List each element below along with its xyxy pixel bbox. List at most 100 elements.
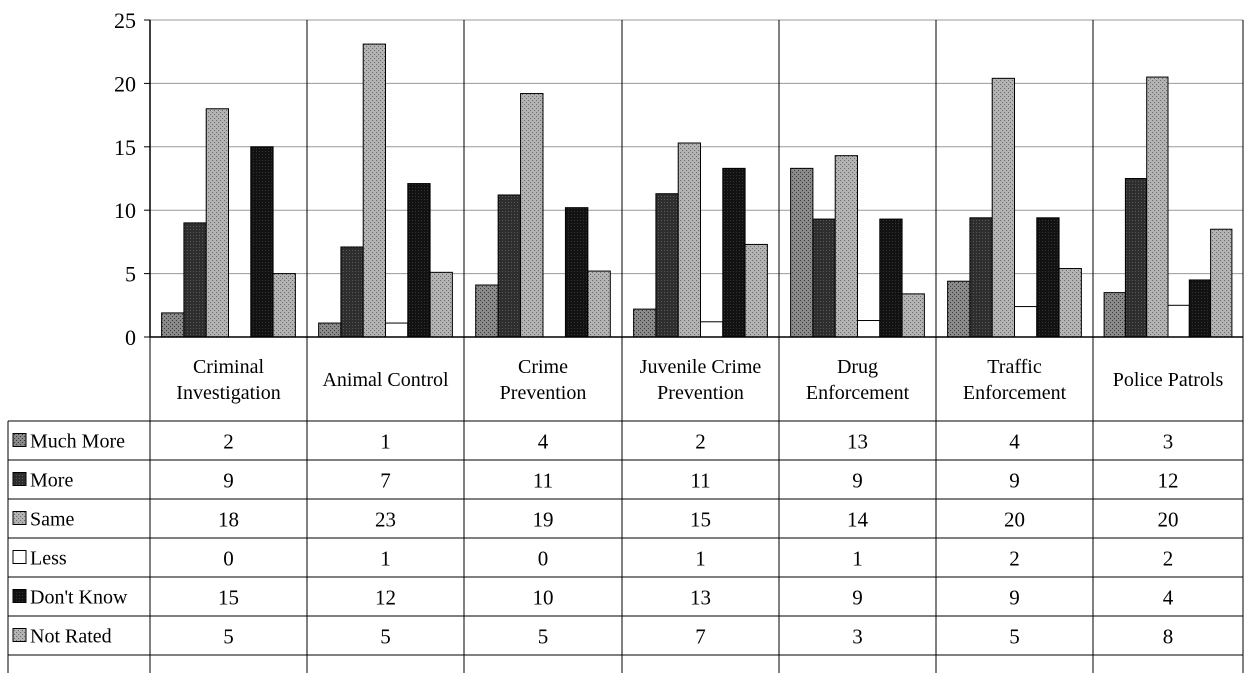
legend-label: Much More	[30, 431, 125, 453]
y-tick-label: 15	[114, 135, 136, 160]
bar-more	[340, 246, 364, 338]
table-cell-value: 1	[852, 547, 863, 571]
legend-key-more	[12, 472, 27, 486]
bar-much-more	[1103, 292, 1126, 338]
table-cell-value: 4	[538, 430, 549, 454]
legend-label: Same	[30, 509, 75, 531]
bar-not-rated	[272, 273, 296, 338]
legend-label: Don't Know	[30, 587, 128, 609]
table-cell-value: 12	[375, 586, 396, 610]
table-cell-value: 12	[1158, 469, 1179, 493]
table-cell-value: 11	[690, 469, 710, 493]
bar-not-rated	[587, 270, 611, 338]
table-cell-value: 20	[1158, 508, 1179, 532]
table-cell-value: 2	[223, 430, 234, 454]
bar-not-rated	[1210, 228, 1233, 338]
table-cell-value: 2	[695, 430, 706, 454]
table-cell-value: 1	[380, 430, 391, 454]
bar-not-rated	[429, 271, 453, 338]
category-label: Enforcement	[806, 382, 910, 404]
bar-don-t-know	[250, 146, 274, 338]
y-tick-label: 25	[114, 8, 136, 33]
bar-don-t-know	[564, 207, 589, 338]
category-label: Enforcement	[963, 382, 1067, 404]
category-label: Traffic	[987, 356, 1042, 378]
table-cell-value: 7	[695, 625, 706, 649]
bar-don-t-know	[1188, 279, 1212, 338]
table-cell-value: 7	[380, 469, 391, 493]
bar-not-rated	[901, 293, 925, 338]
bar-less	[857, 320, 881, 338]
bar-much-more	[790, 167, 814, 338]
table-cell-value: 20	[1004, 508, 1025, 532]
bar-much-more	[475, 284, 499, 338]
bar-less	[700, 321, 724, 338]
legend-key-less	[12, 550, 27, 564]
table-cell-value: 14	[847, 508, 869, 532]
category-label: Prevention	[657, 382, 744, 404]
category-label: Criminal	[193, 356, 265, 378]
table-cell-value: 1	[695, 547, 706, 571]
legend-key-not-rated	[12, 628, 27, 642]
bar-less	[385, 322, 409, 338]
bar-same	[520, 93, 544, 338]
category-label: Drug	[837, 356, 878, 378]
legend-key-don-t-know	[12, 589, 27, 603]
bar-much-more	[947, 280, 971, 338]
bar-don-t-know	[722, 167, 746, 338]
table-cell-value: 2	[1009, 547, 1020, 571]
legend-label: Not Rated	[30, 626, 112, 648]
table-cell-value: 23	[375, 508, 396, 532]
bar-same	[205, 108, 229, 338]
category-label: Animal Control	[322, 369, 449, 391]
bar-don-t-know	[1036, 217, 1060, 338]
bar-not-rated	[1058, 268, 1082, 338]
bar-more	[183, 222, 207, 338]
table-cell-value: 3	[1163, 430, 1174, 454]
table-cell-value: 3	[852, 625, 863, 649]
y-tick-label: 10	[114, 198, 136, 223]
table-cell-value: 0	[538, 547, 549, 571]
bar-same	[991, 77, 1015, 338]
y-tick-label: 20	[114, 71, 136, 96]
bar-more	[1124, 178, 1148, 338]
bar-much-more	[633, 308, 657, 338]
table-cell-value: 13	[847, 430, 868, 454]
bar-less	[1014, 306, 1038, 338]
bars	[161, 43, 1233, 338]
table-cell-value: 5	[223, 625, 234, 649]
category-label: Crime	[518, 356, 568, 378]
table-cell-value: 0	[223, 547, 234, 571]
bar-don-t-know	[879, 218, 903, 338]
table-cell-value: 9	[223, 469, 234, 493]
bar-more	[497, 194, 522, 338]
table-cell-value: 9	[1009, 469, 1020, 493]
bar-same	[834, 155, 858, 338]
legend-label: Less	[30, 548, 67, 570]
bar-same	[677, 142, 701, 338]
table-cell-value: 19	[533, 508, 554, 532]
axes: 0 5 10 15 20 25	[114, 8, 1243, 350]
bar-same	[1146, 76, 1169, 338]
table-cell-value: 15	[218, 586, 239, 610]
bar-more	[812, 218, 836, 338]
category-label: Juvenile Crime	[640, 356, 762, 378]
table-cell-value: 9	[852, 586, 863, 610]
table-cell-value: 4	[1163, 586, 1174, 610]
table-cell-value: 4	[1009, 430, 1020, 454]
bar-more	[655, 193, 679, 338]
table-cell-value: 5	[380, 625, 391, 649]
y-tick-label: 5	[125, 262, 136, 287]
table-cell-value: 1	[380, 547, 391, 571]
table-cell-value: 5	[1009, 625, 1020, 649]
bar-much-more	[318, 322, 342, 338]
bar-much-more	[161, 312, 185, 338]
table-cell-value: 18	[218, 508, 239, 532]
data-table: Criminal Investigation Animal Control Crime…	[7, 356, 1243, 673]
category-label: Investigation	[176, 382, 280, 404]
table-cell-value: 13	[690, 586, 711, 610]
bar-same	[362, 43, 386, 338]
table-cell-value: 9	[852, 469, 863, 493]
bar-more	[969, 217, 993, 338]
